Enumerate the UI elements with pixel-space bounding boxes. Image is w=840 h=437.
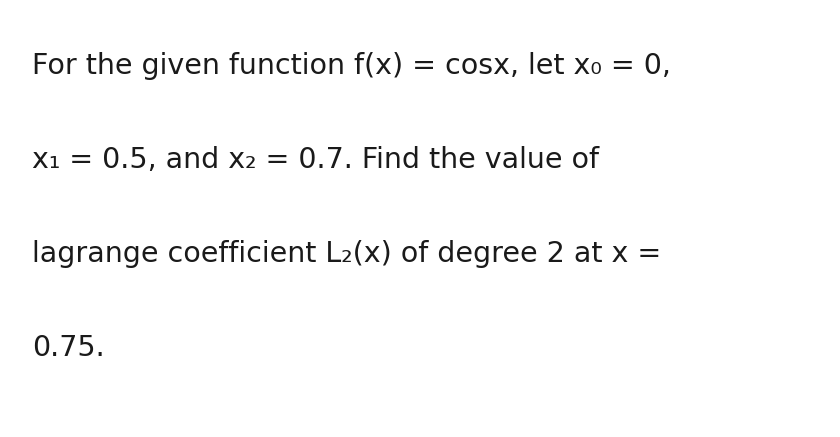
- Text: For the given function f(x) = cosx, let x₀ = 0,: For the given function f(x) = cosx, let …: [32, 52, 671, 80]
- Text: 0.75.: 0.75.: [32, 334, 105, 362]
- Text: lagrange coefficient L₂(x) of degree 2 at x =: lagrange coefficient L₂(x) of degree 2 a…: [32, 240, 661, 268]
- Text: x₁ = 0.5, and x₂ = 0.7. Find the value of: x₁ = 0.5, and x₂ = 0.7. Find the value o…: [32, 146, 599, 174]
